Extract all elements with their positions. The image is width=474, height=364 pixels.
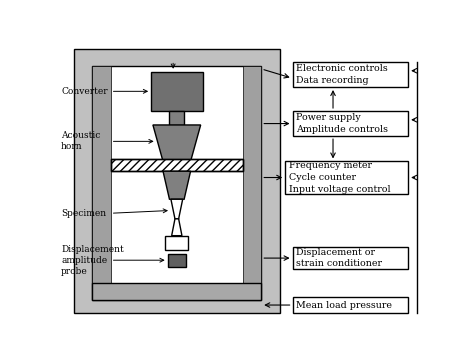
- Text: Frequency meter
Cycle counter
Input voltage control: Frequency meter Cycle counter Input volt…: [289, 161, 391, 194]
- Polygon shape: [153, 125, 201, 161]
- Text: Displacement
amplitude
probe: Displacement amplitude probe: [61, 245, 124, 276]
- Text: Mean load pressure: Mean load pressure: [296, 301, 392, 309]
- Bar: [292, 297, 408, 313]
- Text: Specimen: Specimen: [61, 209, 106, 218]
- Bar: [169, 111, 184, 125]
- Text: Power supply
Amplitude controls: Power supply Amplitude controls: [296, 113, 388, 134]
- Polygon shape: [163, 171, 191, 199]
- Bar: [110, 159, 243, 171]
- Bar: [92, 66, 261, 300]
- Text: Acoustic
horn: Acoustic horn: [61, 131, 100, 151]
- Text: Displacement or
strain conditioner: Displacement or strain conditioner: [296, 248, 382, 269]
- Polygon shape: [171, 199, 182, 219]
- Bar: [165, 236, 188, 250]
- Polygon shape: [172, 219, 182, 236]
- Text: Converter: Converter: [61, 87, 108, 96]
- Bar: [292, 62, 408, 87]
- Bar: [110, 159, 243, 171]
- Bar: [151, 72, 202, 111]
- Bar: [92, 66, 110, 283]
- Text: Electronic controls
Data recording: Electronic controls Data recording: [296, 64, 388, 85]
- Bar: [292, 111, 408, 136]
- Bar: [292, 247, 408, 269]
- Bar: [285, 161, 408, 194]
- Bar: [92, 283, 261, 300]
- Bar: [243, 66, 261, 283]
- Bar: [168, 254, 186, 266]
- Bar: [74, 49, 280, 313]
